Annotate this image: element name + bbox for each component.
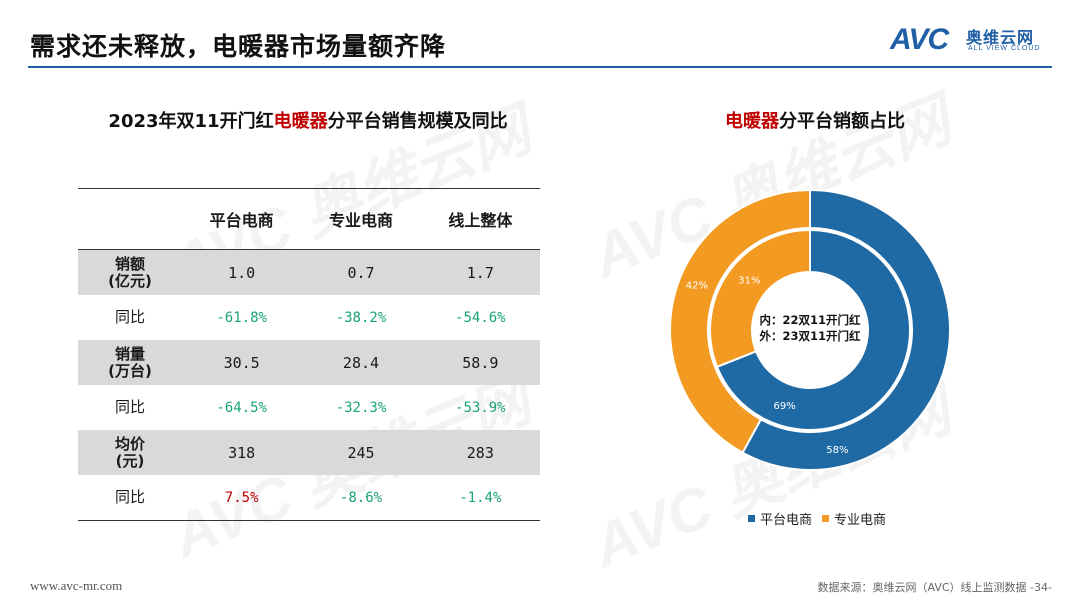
table-cell: -61.8%: [216, 309, 267, 326]
chart-title-highlight: 电暖器: [725, 111, 779, 132]
table-title-prefix: 2023年双11开门红: [108, 111, 274, 132]
table-header-cell: 专业电商: [301, 188, 421, 250]
donut-data-label: 58%: [826, 445, 848, 456]
table-header-cell: 线上整体: [420, 188, 540, 250]
table-title-highlight: 电暖器: [273, 111, 328, 132]
row-label-line2: (万台): [108, 361, 152, 380]
donut-slice: [741, 188, 951, 471]
table-cell: 1.0: [182, 249, 302, 295]
avc-logo: AVC 奥维云网 ALL VIEW CLOUD: [890, 24, 1055, 60]
sales-table: 平台电商 专业电商 线上整体 销额 (亿元) 1.0 0.7 1.7 同比 -61.8% -3…: [78, 188, 540, 521]
table-cell: 318: [182, 430, 302, 475]
row-label: 同比: [78, 385, 182, 430]
table-row: 均价 (元) 318 245 283: [78, 430, 540, 475]
table-row: 同比 -61.8% -38.2% -54.6%: [78, 295, 540, 340]
row-label-line1: 销量: [114, 344, 145, 363]
table-cell: -64.5%: [216, 399, 267, 416]
table-title-suffix: 分平台销售规模及同比: [327, 111, 508, 132]
chart-legend: 平台电商 专业电商: [748, 509, 886, 528]
row-label-line1: 同比: [114, 398, 145, 416]
table-row: 同比 -64.5% -32.3% -53.9%: [78, 385, 540, 430]
logo-name-cn: 奥维云网: [966, 28, 1035, 47]
row-label-line1: 均价: [114, 434, 145, 453]
donut-data-label: 69%: [774, 401, 796, 412]
row-label-line2: (亿元): [108, 271, 152, 290]
legend-swatch: [822, 515, 830, 522]
table-header-cell: 平台电商: [182, 188, 302, 250]
logo-mark: AVC: [890, 23, 949, 56]
chart-title: 电暖器分平台销额占比: [680, 107, 950, 133]
row-label-line2: (元): [115, 451, 145, 470]
donut-data-label: 31%: [738, 275, 760, 286]
donut-slice: [715, 228, 911, 431]
row-label: 同比: [78, 295, 182, 340]
header-divider: [28, 66, 1052, 68]
legend-swatch: [748, 515, 755, 522]
table-cell: 283: [420, 430, 540, 475]
table-title: 2023年双11开门红电暖器分平台销售规模及同比: [78, 107, 538, 133]
donut-data-label: 42%: [686, 280, 708, 291]
table-cell: 28.4: [301, 340, 421, 385]
logo-name-en: ALL VIEW CLOUD: [968, 45, 1041, 52]
row-label: 销量 (万台): [78, 340, 182, 385]
table-header-cell: [78, 188, 182, 250]
row-label-line1: 同比: [114, 488, 145, 506]
table-row: 同比 7.5% -8.6% -1.4%: [78, 475, 540, 521]
table-header-row: 平台电商 专业电商 线上整体: [78, 188, 540, 250]
legend-label: 专业电商: [834, 513, 887, 528]
table-row: 销额 (亿元) 1.0 0.7 1.7: [78, 249, 540, 295]
data-source: 数据来源：奥维云网（AVC）线上监测数据 -34-: [817, 581, 1052, 594]
table-cell: -32.3%: [335, 399, 387, 416]
table-cell: -53.9%: [455, 399, 506, 416]
table-cell: 0.7: [301, 249, 421, 295]
row-label: 销额 (亿元): [78, 249, 182, 295]
legend-label: 平台电商: [760, 513, 813, 528]
table-cell: 1.7: [420, 249, 540, 295]
chart-title-suffix: 分平台销额占比: [779, 111, 905, 132]
row-label-line1: 同比: [114, 308, 145, 326]
table-cell: -38.2%: [335, 309, 387, 326]
donut-center-label: 内：22双11开门红: [759, 313, 861, 327]
table-body: 销额 (亿元) 1.0 0.7 1.7 同比 -61.8% -38.2% -54.6% 销量 (万台…: [78, 249, 540, 521]
table-cell: 245: [301, 430, 421, 475]
legend-item-professional: 专业电商: [822, 509, 886, 528]
donut-slice: [709, 228, 811, 369]
table-cell: -54.6%: [455, 309, 506, 326]
table-cell: 30.5: [182, 340, 302, 385]
row-label: 同比: [78, 475, 182, 521]
row-label-line1: 销额: [114, 254, 145, 273]
page-title: 需求还未释放，电暖器市场量额齐降: [30, 32, 447, 61]
website-url: www.avc-mr.com: [30, 578, 123, 593]
legend-item-platform: 平台电商: [748, 509, 812, 528]
table-row: 销量 (万台) 30.5 28.4 58.9: [78, 340, 540, 385]
donut-center-label: 外：23双11开门红: [758, 329, 861, 343]
row-label: 均价 (元): [78, 430, 182, 475]
donut-slice: [669, 188, 811, 455]
table-cell: 58.9: [420, 340, 540, 385]
table-cell: -1.4%: [420, 475, 540, 521]
table-cell: -8.6%: [301, 475, 421, 521]
table-cell: 7.5%: [182, 475, 302, 521]
